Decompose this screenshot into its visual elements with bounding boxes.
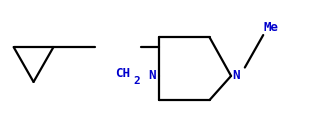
Text: N: N [233, 69, 240, 82]
Text: 2: 2 [133, 76, 140, 86]
Text: N: N [149, 69, 156, 82]
Text: CH: CH [115, 67, 130, 80]
Text: Me: Me [263, 21, 278, 34]
